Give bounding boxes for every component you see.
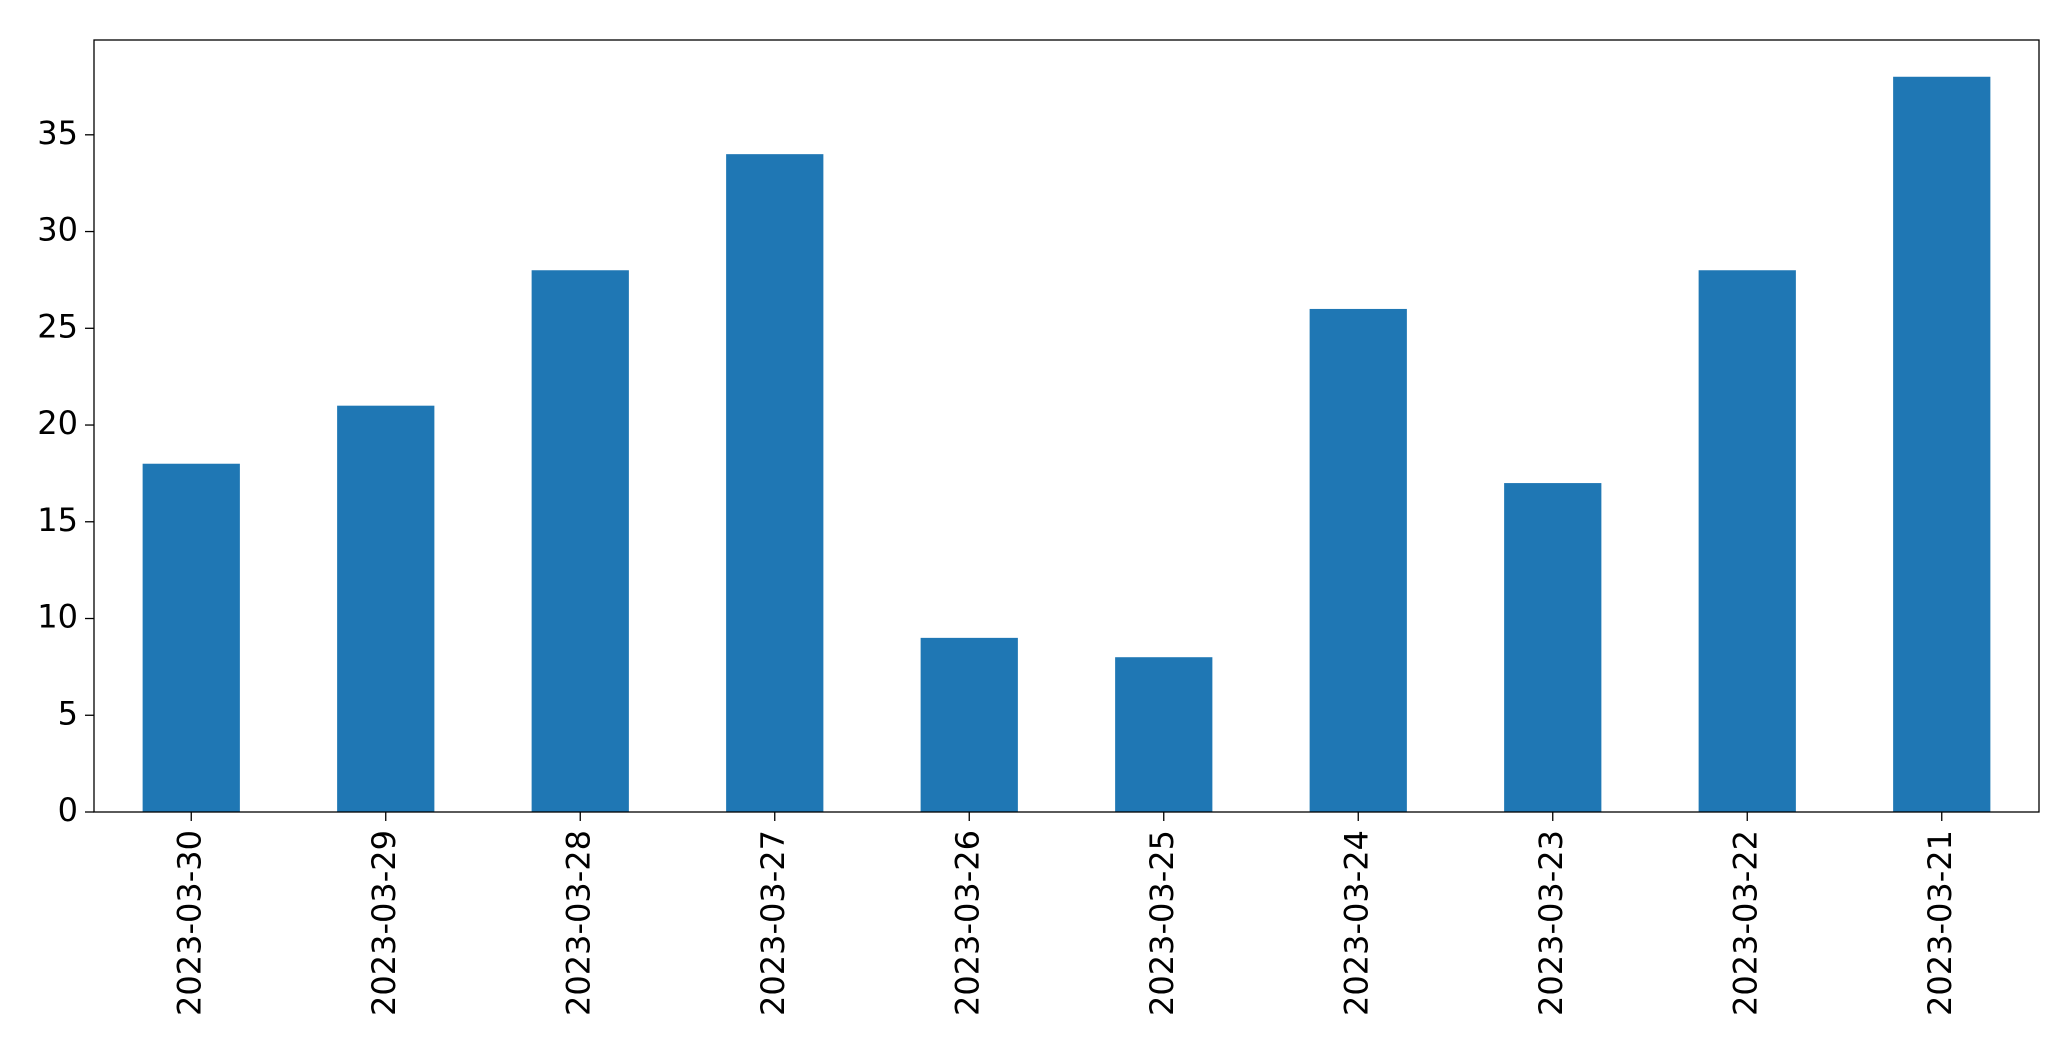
x-tick-label: 2023-03-28: [559, 830, 597, 1016]
bar: [726, 154, 824, 812]
x-tick-label: 2023-03-23: [1532, 830, 1570, 1016]
bar: [1504, 483, 1602, 812]
x-tick-label: 2023-03-27: [754, 830, 792, 1016]
bar: [1893, 76, 1991, 812]
bar: [920, 637, 1018, 812]
y-tick-label: 15: [37, 501, 78, 539]
bar: [142, 463, 240, 812]
x-tick-label: 2023-03-25: [1143, 830, 1181, 1016]
y-tick-label: 35: [37, 114, 78, 152]
y-tick-label: 0: [58, 791, 78, 829]
x-tick-label: 2023-03-29: [365, 830, 403, 1016]
y-tick-label: 10: [37, 598, 78, 636]
y-tick-label: 25: [37, 307, 78, 345]
bar: [1698, 270, 1796, 812]
x-tick-label: 2023-03-21: [1921, 830, 1959, 1016]
y-tick-label: 20: [37, 404, 78, 442]
x-tick-label: 2023-03-24: [1337, 830, 1375, 1016]
bar: [1115, 657, 1213, 812]
bar: [1309, 308, 1407, 812]
x-tick-label: 2023-03-22: [1726, 830, 1764, 1016]
x-tick-label: 2023-03-26: [948, 830, 986, 1016]
y-tick-label: 30: [37, 211, 78, 249]
plot-frame: [93, 39, 2040, 813]
bar: [531, 270, 629, 812]
x-tick-label: 2023-03-30: [170, 830, 208, 1016]
y-tick-label: 5: [58, 694, 78, 732]
bar: [337, 405, 435, 812]
